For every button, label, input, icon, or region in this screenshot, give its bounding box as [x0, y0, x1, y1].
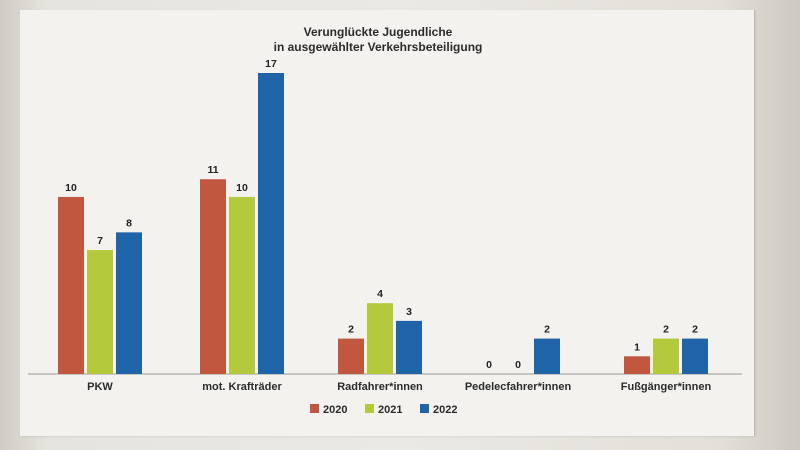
data-label-mot-kraftr-der-2020: 11 — [207, 164, 218, 176]
data-label-radfahrer-innen-2022: 3 — [406, 306, 412, 318]
bar-pkw-2020 — [58, 196, 84, 374]
bar-pkw-2022 — [116, 232, 142, 374]
category-labels: PKW mot. Krafträder Radfahrer*innen Pedelec… — [87, 381, 711, 393]
chart-title: Verunglückte Jugendliche — [304, 25, 453, 39]
category-label-mot-kraftr-der: mot. Krafträder — [202, 381, 282, 393]
legend-swatch-2022 — [420, 404, 429, 413]
bar-mot-kraftr-der-2022 — [258, 73, 284, 374]
data-label-fu-g-nger-innen-2020: 1 — [634, 341, 640, 353]
legend-swatch-2020 — [310, 404, 319, 413]
bar-mot-kraftr-der-2020 — [200, 179, 226, 374]
data-label-radfahrer-innen-2021: 4 — [377, 288, 383, 300]
data-label-pedelecfahrer-innen-2022: 2 — [544, 324, 550, 336]
data-label-pedelecfahrer-innen-2020: 0 — [486, 359, 492, 371]
legend-label-2022: 2022 — [433, 404, 457, 416]
bar-mot-kraftr-der-2021 — [229, 196, 255, 374]
bar-radfahrer-innen-2021 — [367, 303, 393, 374]
category-label-pkw: PKW — [87, 381, 113, 393]
legend-label-2021: 2021 — [378, 404, 402, 416]
category-label-fu-g-nger-innen: Fußgänger*innen — [621, 381, 712, 393]
data-label-pkw-2022: 8 — [126, 217, 132, 229]
data-label-mot-kraftr-der-2021: 10 — [236, 182, 248, 194]
data-label-fu-g-nger-innen-2021: 2 — [663, 324, 669, 336]
bar-chart: Verunglückte Jugendliche in ausgewählter… — [28, 25, 742, 416]
bar-pedelecfahrer-innen-2022 — [534, 338, 560, 374]
bar-radfahrer-innen-2022 — [396, 320, 422, 374]
data-label-mot-kraftr-der-2022: 17 — [265, 58, 277, 70]
category-label-radfahrer-innen: Radfahrer*innen — [337, 381, 423, 393]
bar-fu-g-nger-innen-2020 — [624, 356, 650, 374]
legend: 2020 2021 2022 — [310, 404, 457, 416]
bar-radfahrer-innen-2020 — [338, 338, 364, 374]
legend-swatch-2021 — [365, 404, 374, 413]
data-label-fu-g-nger-innen-2022: 2 — [692, 324, 698, 336]
data-label-pedelecfahrer-innen-2021: 0 — [515, 359, 521, 371]
legend-label-2020: 2020 — [323, 404, 347, 416]
chart-subtitle: in ausgewählter Verkehrsbeteiligung — [274, 40, 483, 54]
data-label-pkw-2020: 10 — [65, 182, 77, 194]
bar-pkw-2021 — [87, 250, 113, 374]
chart-card: Verunglückte Jugendliche in ausgewählter… — [20, 10, 755, 436]
category-label-pedelecfahrer-innen: Pedelecfahrer*innen — [465, 381, 572, 393]
data-label-pkw-2021: 7 — [97, 235, 103, 247]
data-label-radfahrer-innen-2020: 2 — [348, 324, 354, 336]
bar-fu-g-nger-innen-2021 — [653, 338, 679, 374]
bar-fu-g-nger-innen-2022 — [682, 338, 708, 374]
